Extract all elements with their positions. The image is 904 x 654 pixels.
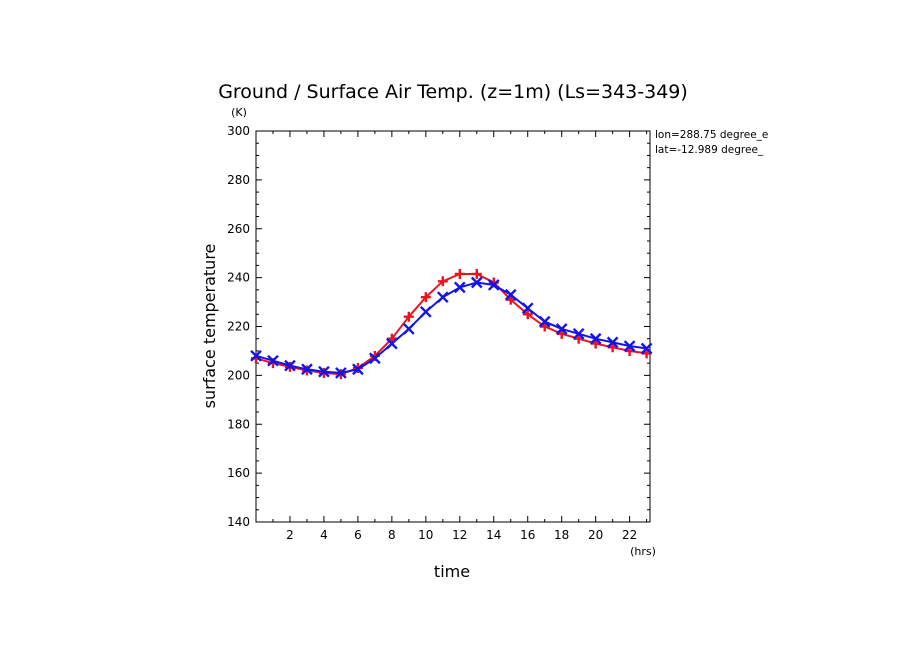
series-1-point (403, 311, 414, 322)
series-2-point (640, 342, 653, 355)
y-axis-label: surface temperature (200, 244, 219, 409)
series-2-point (487, 279, 500, 291)
series-1-point (437, 276, 448, 287)
series-2-point (267, 354, 279, 367)
series-2-point (589, 332, 602, 345)
x-tick-label: 22 (622, 528, 637, 542)
x-unit-label: (hrs) (630, 545, 656, 558)
plot-area: 140 160 180 200 220 240 260 280 300 2 4 6 8 10 12 14 16 1… (227, 124, 653, 542)
x-tick-label: 10 (418, 528, 433, 542)
x-tick-label: 2 (286, 528, 294, 542)
x-tick-label: 6 (354, 528, 362, 542)
series-2-line (255, 281, 647, 374)
series-2-point (352, 363, 364, 376)
series-2-point (436, 291, 449, 304)
y-tick-label: 220 (227, 320, 250, 334)
y-tick-label: 240 (227, 271, 250, 285)
y-tick-label: 140 (227, 515, 250, 529)
x-tick-label: 16 (520, 528, 535, 542)
series-2-point (301, 363, 313, 376)
series-2-point (402, 323, 415, 335)
series-2-point (470, 276, 483, 289)
y-tick-label: 200 (227, 368, 250, 382)
series-2-point (250, 349, 262, 362)
x-tick-label: 4 (320, 528, 328, 542)
chart-title: Ground / Surface Air Temp. (z=1m) (Ls=34… (218, 81, 688, 103)
x-tick-label: 14 (486, 528, 501, 542)
annotation-lat: lat=-12.989 degree_ (655, 144, 764, 156)
series-2-point (369, 352, 381, 365)
y-tick-label: 180 (227, 417, 250, 431)
series-2-point (453, 281, 466, 294)
series-1-line (255, 273, 647, 376)
series-1-point (420, 292, 431, 303)
series-2-point (318, 365, 330, 378)
series-2-point (623, 340, 636, 352)
x-tick-label: 8 (388, 528, 396, 542)
series-1-point (471, 268, 482, 279)
x-tick-label: 20 (588, 528, 603, 542)
series-1-point (522, 309, 533, 320)
y-tick-label: 300 (227, 124, 250, 138)
y-unit-label: (K) (231, 106, 247, 119)
series-2-point (284, 359, 296, 372)
plot-frame (255, 130, 651, 523)
series-2-point (419, 305, 432, 318)
y-tick-label: 160 (227, 466, 250, 480)
x-axis-label: time (434, 562, 470, 581)
series-2-point (606, 336, 619, 349)
series-2-point (504, 288, 517, 301)
series-2-point (521, 302, 534, 315)
annotation-lon: lon=288.75 degree_e (655, 129, 768, 141)
series-1-point (454, 268, 465, 279)
series-2-point (572, 327, 585, 340)
series-2-point (555, 323, 568, 335)
y-tick-label: 280 (227, 173, 250, 187)
y-tick-label: 260 (227, 222, 250, 236)
series-2-point (538, 315, 551, 328)
series-2-point (386, 337, 398, 350)
x-tick-label: 18 (554, 528, 569, 542)
x-tick-label: 12 (452, 528, 467, 542)
series-2-point (335, 367, 347, 379)
